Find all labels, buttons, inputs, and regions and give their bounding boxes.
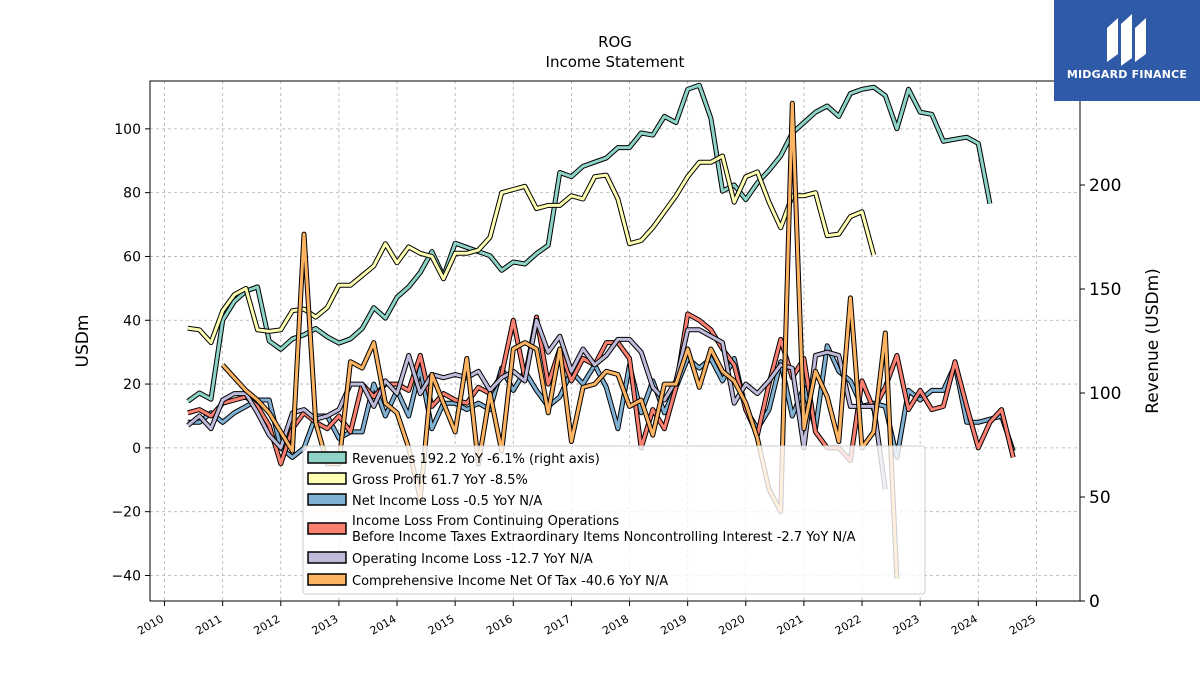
legend-swatch	[307, 472, 347, 485]
x-tick-label: 2022	[833, 612, 864, 637]
y-right-tick-label: 150	[1089, 280, 1121, 300]
x-tick-label: 2018	[600, 612, 631, 637]
series-1	[187, 153, 877, 346]
legend-label: Gross Profit 61.7 YoY -8.5%	[352, 473, 528, 488]
x-tick-label: 2016	[484, 612, 515, 637]
y-axis-left-label: USDm	[73, 315, 93, 368]
series-layer	[186, 82, 1016, 579]
series-line	[186, 318, 887, 490]
x-tick-label: 2015	[426, 612, 457, 637]
plot-frame	[149, 80, 1081, 602]
brand-name: MIDGARD FINANCE	[1066, 68, 1188, 81]
x-tick-label: 2014	[368, 612, 399, 637]
legend-label: Operating Income Loss -12.7 YoY N/A	[352, 552, 593, 567]
y-left-tick-label: 100	[114, 122, 141, 138]
brand-logo: MIDGARD FINANCE	[1054, 0, 1200, 101]
x-tick-label: 2021	[775, 612, 806, 637]
chart-title: ROG	[598, 33, 632, 51]
midgard-logo-icon	[1107, 14, 1146, 66]
legend-swatch	[307, 493, 347, 506]
legend-label: Comprehensive Income Net Of Tax -40.6 Yo…	[352, 574, 668, 589]
y-right-tick-label: 100	[1089, 384, 1121, 404]
series-line	[187, 154, 876, 345]
chart-subtitle: Income Statement	[546, 53, 685, 71]
series-4	[186, 317, 888, 490]
y-axis-right-label: Revenue (USDm)	[1143, 268, 1163, 414]
legend: Revenues 192.2 YoY -6.1% (right axis) Gro…	[302, 445, 926, 595]
x-tick-label: 2024	[949, 612, 980, 637]
x-tick-label: 2011	[193, 612, 224, 637]
x-tick-label: 2013	[310, 612, 341, 637]
legend-swatch	[307, 451, 347, 464]
y-right-tick-label: 50	[1089, 488, 1111, 508]
x-tick-label: 2025	[1007, 612, 1038, 637]
y-left-tick-label: 0	[132, 441, 141, 457]
y-left-tick-label: 80	[123, 186, 141, 202]
legend-swatch	[307, 551, 347, 564]
legend-box	[302, 445, 926, 595]
legend-swatch	[307, 573, 347, 586]
legend-label: Revenues 192.2 YoY -6.1% (right axis)	[352, 452, 600, 467]
x-tick-label: 2017	[542, 612, 573, 637]
x-tick-label: 2010	[135, 612, 166, 637]
series-line	[186, 83, 992, 403]
y-left-tick-label: −40	[111, 568, 141, 584]
y-right-tick-label: 0	[1089, 592, 1100, 612]
y-left-tick-label: 20	[123, 377, 141, 393]
y-right-tick-label: 200	[1089, 176, 1121, 196]
x-tick-label: 2019	[658, 612, 689, 637]
x-tick-label: 2012	[252, 612, 283, 637]
x-tick-label: 2023	[891, 612, 922, 637]
legend-label: Net Income Loss -0.5 YoY N/A	[352, 494, 542, 509]
x-tick-label: 2020	[717, 612, 748, 637]
legend-swatch	[307, 522, 347, 535]
y-left-tick-label: −20	[111, 505, 141, 521]
series-0	[186, 82, 993, 404]
legend-label: Income Loss From Continuing Operations	[352, 514, 619, 529]
y-left-tick-label: 40	[123, 313, 141, 329]
y-left-tick-label: 60	[123, 249, 141, 265]
legend-label: Before Income Taxes Extraordinary Items …	[352, 530, 856, 545]
